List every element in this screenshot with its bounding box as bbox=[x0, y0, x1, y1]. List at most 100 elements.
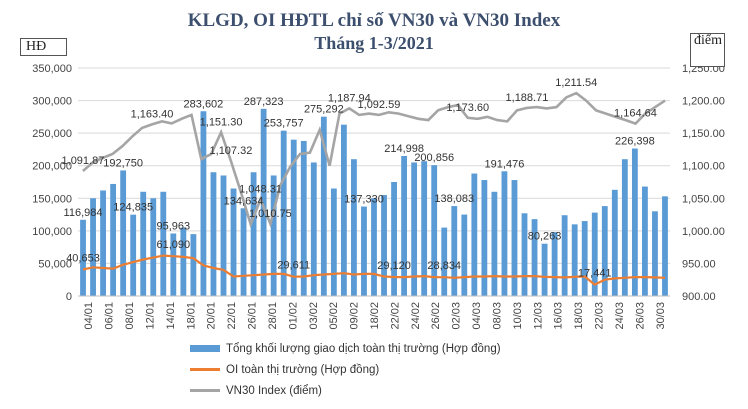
data-label: 80,263 bbox=[528, 231, 562, 243]
data-label: 1,107.32 bbox=[210, 145, 253, 157]
x-tick-label: 18/03 bbox=[573, 302, 585, 330]
data-label: 29,120 bbox=[377, 260, 411, 272]
volume-bar bbox=[130, 214, 137, 296]
volume-bar bbox=[120, 170, 127, 296]
x-tick-label: 10/03 bbox=[512, 302, 524, 330]
volume-bar bbox=[351, 159, 357, 296]
legend-label-vn30: VN30 Index (điểm) bbox=[226, 385, 322, 397]
volume-bar bbox=[110, 183, 117, 296]
data-label: 1,187.94 bbox=[328, 92, 371, 104]
volume-bar bbox=[230, 188, 237, 296]
volume-bar bbox=[662, 196, 668, 296]
data-label: 1,091.87 bbox=[62, 155, 105, 167]
volume-bar bbox=[531, 219, 538, 296]
legend-label-oi: OI toàn thị trường (Hợp đồng) bbox=[226, 364, 380, 376]
x-tick-label: 22/02 bbox=[389, 302, 401, 330]
y-right-tick-label: 1,050.00 bbox=[682, 193, 725, 205]
volume-bar bbox=[391, 182, 397, 296]
x-tick-label: 16/03 bbox=[553, 302, 565, 330]
volume-bar bbox=[381, 195, 387, 296]
volume-bar bbox=[371, 198, 377, 296]
legend-item-volume: Tổng khối lượng giao dịch toàn thị trườn… bbox=[190, 343, 501, 355]
volume-bar bbox=[80, 219, 86, 296]
data-label: 1,010.75 bbox=[249, 208, 292, 220]
data-label: 192,750 bbox=[103, 157, 143, 169]
data-label: 29,611 bbox=[277, 260, 310, 272]
x-tick-label: 20/01 bbox=[206, 302, 218, 330]
volume-bar bbox=[652, 211, 658, 296]
chart-title: KLGD, OI HĐTL chỉ số VN30 và VN30 Index bbox=[187, 10, 561, 31]
y-right-tick-label: 1,100.00 bbox=[682, 161, 725, 173]
y-left-tick-label: 100,000 bbox=[32, 226, 72, 238]
data-label: 191,476 bbox=[485, 158, 525, 170]
volume-bar bbox=[320, 116, 327, 296]
volume-bar bbox=[140, 191, 147, 296]
x-tick-label: 02/03 bbox=[451, 302, 463, 330]
chart-subtitle: Tháng 1-3/2021 bbox=[314, 33, 434, 53]
volume-bar bbox=[611, 189, 618, 296]
data-label: 1,211.54 bbox=[555, 77, 597, 89]
data-label: 17,441 bbox=[578, 268, 612, 280]
right-axis-unit: điểm bbox=[690, 33, 725, 67]
volume-bar bbox=[431, 165, 438, 296]
volume-bar bbox=[190, 234, 197, 296]
x-tick-label: 12/03 bbox=[532, 302, 544, 330]
data-label: 116,984 bbox=[64, 207, 103, 219]
x-tick-label: 08/01 bbox=[124, 302, 136, 330]
volume-bar bbox=[511, 180, 518, 296]
data-label: 95,963 bbox=[156, 220, 190, 232]
y-right-tick-label: 1,000.00 bbox=[682, 226, 725, 238]
x-tick-label: 08/03 bbox=[491, 302, 503, 330]
data-label: 1,048.31 bbox=[239, 183, 282, 195]
y-left-tick-label: 50,000 bbox=[38, 258, 72, 270]
volume-bar bbox=[421, 161, 428, 296]
y-left-tick-label: 0 bbox=[66, 291, 72, 303]
volume-bar bbox=[551, 232, 558, 296]
legend-item-vn30: VN30 Index (điểm) bbox=[190, 385, 322, 397]
x-tick-label: 14/01 bbox=[165, 302, 177, 330]
x-tick-label: 18/02 bbox=[369, 302, 381, 330]
data-label: 137,330 bbox=[344, 194, 384, 206]
volume-bar bbox=[461, 214, 468, 296]
volume-bar bbox=[210, 172, 217, 296]
data-label: 287,323 bbox=[244, 96, 284, 108]
volume-bar bbox=[270, 175, 277, 296]
x-tick-label: 04/01 bbox=[83, 302, 95, 330]
legend-swatch-volume bbox=[190, 345, 220, 353]
data-label: 28,834 bbox=[427, 260, 461, 272]
volume-bar bbox=[150, 198, 157, 296]
x-tick-label: 22/03 bbox=[594, 302, 606, 330]
volume-bar bbox=[200, 111, 207, 296]
volume-bar bbox=[250, 172, 257, 296]
data-label: 200,856 bbox=[414, 152, 454, 164]
legend-label-volume: Tổng khối lượng giao dịch toàn thị trườn… bbox=[226, 343, 501, 355]
x-tick-label: 26/03 bbox=[634, 302, 646, 330]
y-right-tick-label: 1,200.00 bbox=[682, 96, 725, 108]
data-label: 214,998 bbox=[384, 143, 424, 155]
x-tick-label: 03/02 bbox=[308, 302, 320, 330]
volume-bar bbox=[441, 227, 448, 296]
x-tick-label: 18/01 bbox=[185, 302, 197, 330]
volume-bar bbox=[361, 206, 367, 296]
volume-bar bbox=[220, 175, 227, 296]
volume-bar bbox=[260, 108, 267, 296]
data-label: 1,151.30 bbox=[200, 116, 243, 128]
oi-line bbox=[82, 254, 666, 286]
x-tick-label: 12/01 bbox=[144, 302, 156, 330]
volume-bar bbox=[642, 186, 648, 296]
x-tick-label: 28/01 bbox=[267, 302, 279, 330]
volume-bar bbox=[290, 139, 297, 296]
data-label: 1,092.59 bbox=[358, 99, 401, 111]
y-left-tick-label: 200,000 bbox=[32, 161, 72, 173]
data-label: 138,083 bbox=[434, 193, 474, 205]
volume-bar bbox=[601, 206, 608, 296]
volume-bar bbox=[310, 162, 317, 296]
data-label: 253,757 bbox=[264, 118, 304, 130]
x-tick-label: 24/03 bbox=[614, 302, 626, 330]
data-label: 1,163.40 bbox=[131, 108, 174, 120]
volume-bar bbox=[330, 188, 337, 296]
x-tick-label: 01/02 bbox=[287, 302, 299, 330]
volume-bar bbox=[631, 148, 638, 296]
x-tick-label: 30/03 bbox=[655, 302, 667, 330]
data-label: 1,173.60 bbox=[446, 102, 489, 114]
